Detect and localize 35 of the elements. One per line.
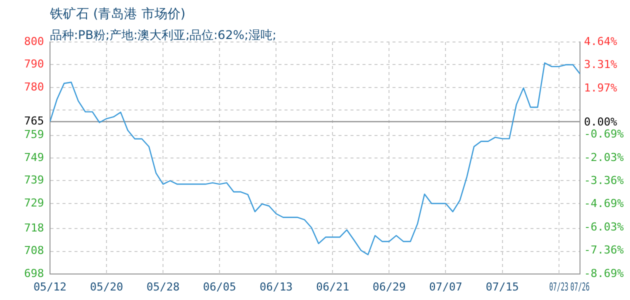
- y-tick-label: 800: [24, 34, 44, 48]
- x-tick-label: 06/13: [260, 280, 293, 294]
- y2-tick-label: -6.03%: [584, 220, 624, 234]
- y2-tick-label: -3.36%: [584, 174, 624, 188]
- y-tick-label: 749: [24, 150, 44, 164]
- y2-tick-label: -8.69%: [584, 266, 624, 280]
- y2-tick-label: 3.31%: [584, 58, 618, 72]
- y-tick-label: 739: [24, 174, 44, 187]
- y-tick-label: 698: [24, 266, 44, 280]
- x-tick-label: 07/07: [429, 280, 462, 294]
- y2-tick-label: -7.36%: [584, 244, 624, 257]
- x-tick-label: 05/28: [146, 280, 180, 294]
- y-tick-label: 780: [24, 80, 44, 94]
- x-tick-label: 07/23: [549, 282, 568, 294]
- y2-tick-label: 1.97%: [584, 81, 618, 94]
- chart-subtitle: 品种:PB粉;产地:澳大利亚;品位:62%;湿吨;: [50, 27, 276, 44]
- y-tick-label: 708: [24, 244, 44, 258]
- y-tick-label: 765: [24, 114, 44, 128]
- x-tick-label: 06/21: [316, 280, 350, 294]
- x-tick-label: 07/26: [570, 282, 590, 294]
- y-tick-label: 759: [24, 128, 44, 142]
- chart-title: 铁矿石 (青岛港 市场价): [50, 6, 186, 23]
- y2-tick-label: 0.00%: [584, 116, 618, 129]
- y-tick-label: 718: [24, 221, 44, 234]
- y2-tick-label: 4.64%: [584, 34, 618, 48]
- y2-tick-label: -2.03%: [584, 150, 624, 164]
- x-tick-label: 05/12: [33, 280, 67, 294]
- y2-tick-label: -4.69%: [584, 197, 624, 210]
- x-tick-label: 06/05: [203, 280, 236, 294]
- y-tick-label: 790: [24, 58, 44, 71]
- x-tick-label: 06/29: [372, 280, 406, 294]
- x-tick-label: 05/20: [90, 280, 124, 294]
- y-tick-label: 729: [24, 196, 44, 210]
- y2-tick-label: -0.69%: [584, 128, 624, 141]
- x-tick-label: 07/15: [486, 280, 519, 294]
